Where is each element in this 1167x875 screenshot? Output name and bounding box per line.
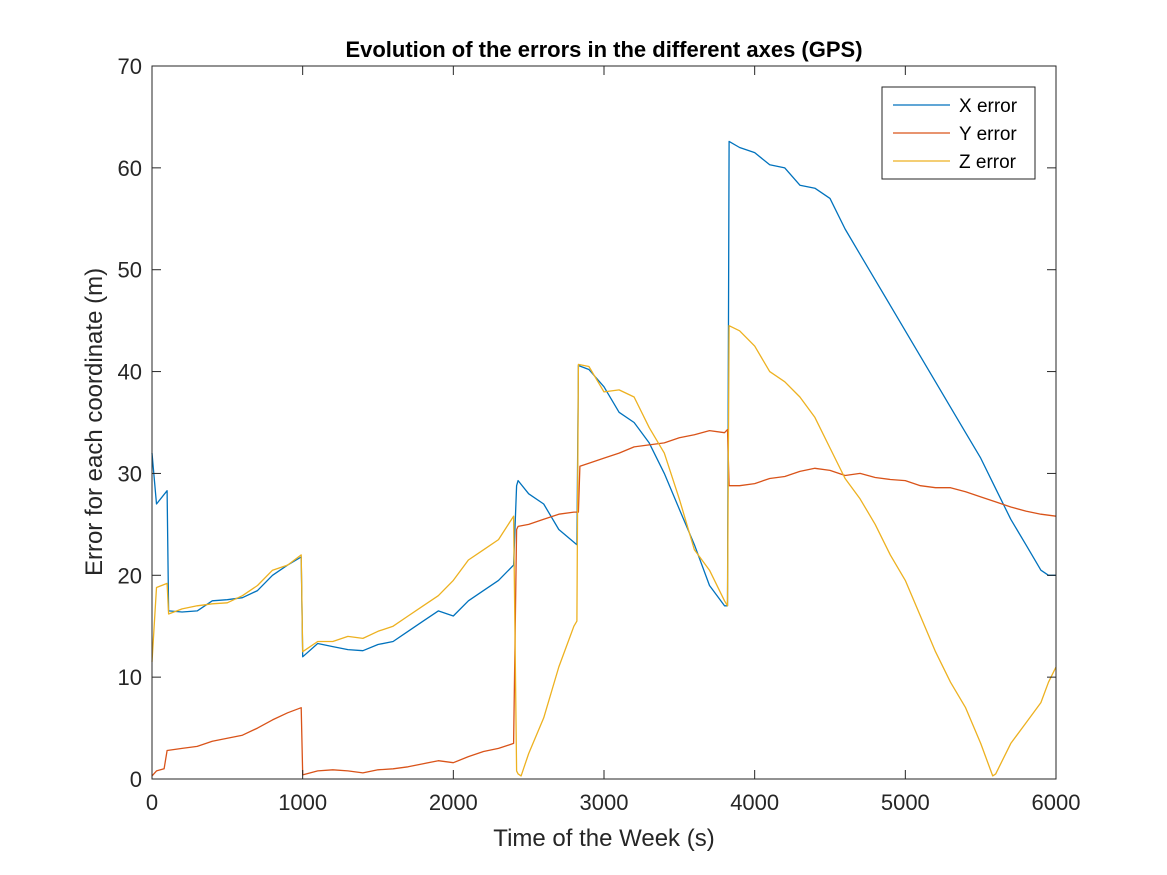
x-axis-ticks: 0 1000 2000 3000 4000 5000 6000 [146,66,1081,815]
legend: X error Y error Z error [881,86,1036,180]
x-tick-label: 2000 [429,790,478,815]
y-axis-label: Error for each coordinate (m) [81,268,108,576]
y-tick-label: 20 [118,563,142,588]
x-tick-label: 1000 [278,790,327,815]
y-tick-label: 60 [118,156,142,181]
y-tick-label: 40 [118,360,142,385]
y-tick-label: 0 [130,767,142,792]
series-line-x-error [151,140,1056,658]
y-tick-label: 70 [118,54,142,79]
y-tick-label: 30 [118,461,142,486]
y-axis-ticks: 0 10 20 30 40 50 60 70 [118,54,1056,792]
x-tick-label: 4000 [730,790,779,815]
series-line-y-error [151,428,1057,777]
y-tick-label: 10 [118,665,142,690]
y-tick-label: 50 [118,258,142,283]
series-line-z-error [151,325,1057,777]
x-axis-label: Time of the Week (s) [493,825,714,852]
plot-area [152,66,1056,779]
x-tick-label: 5000 [881,790,930,815]
x-tick-label: 0 [146,790,158,815]
x-tick-label: 3000 [580,790,629,815]
x-tick-label: 6000 [1032,790,1081,815]
series-layer [151,140,1057,777]
legend-label-x-error: X error [959,96,1018,117]
legend-label-z-error: Z error [959,152,1017,173]
chart-title: Evolution of the errors in the different… [345,37,862,62]
legend-label-y-error: Y error [959,124,1017,145]
